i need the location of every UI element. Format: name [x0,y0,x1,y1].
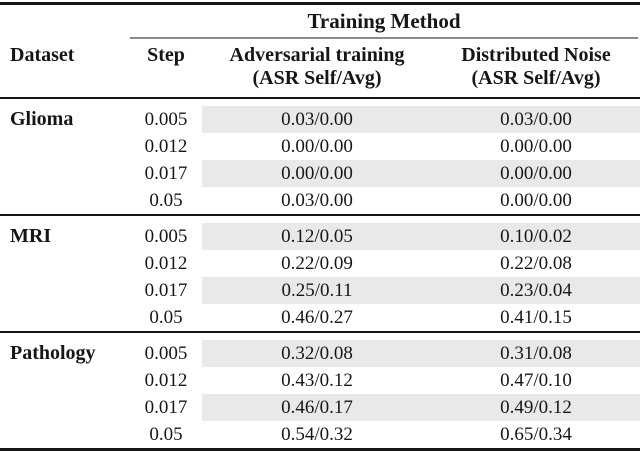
table-row: Pathology 0.005 0.32/0.08 0.31/0.08 [0,340,640,367]
table-body: Glioma 0.005 0.03/0.00 0.03/0.00 0.012 0.00/0… [0,99,640,451]
dataset-section-pathology: Pathology 0.005 0.32/0.08 0.31/0.08 0.012 0.4… [0,333,640,448]
distributed-value-cell: 0.23/0.04 [432,277,640,304]
distributed-value-cell: 0.03/0.00 [432,106,640,133]
table-row: 0.012 0.43/0.12 0.47/0.10 [0,367,640,394]
table-row: 0.05 0.03/0.00 0.00/0.00 [0,187,640,214]
table-row: 0.05 0.54/0.32 0.65/0.34 [0,421,640,448]
training-method-header-row: Training Method [0,5,640,39]
adversarial-value-cell: 0.46/0.27 [281,307,353,328]
training-method-label: Training Method [307,9,461,33]
step-cell: 0.017 [144,396,188,418]
adversarial-value-cell: 0.03/0.00 [202,106,432,133]
step-cell: 0.005 [144,108,188,130]
step-cell: 0.017 [144,162,188,184]
table-bottom-rule [0,448,640,451]
table-top-rule [0,2,640,5]
section-separator-rule [0,331,640,333]
table-row: 0.012 0.22/0.09 0.22/0.08 [0,250,640,277]
distributed-value-cell: 0.41/0.15 [500,307,572,328]
dataset-cell: MRI [10,225,52,247]
col-header-adversarial-training: Adversarial training (ASR Self/Avg) [202,44,432,90]
step-cell: 0.05 [149,189,183,211]
col-header-distributed-line1: Distributed Noise [461,44,611,66]
adversarial-value-cell: 0.00/0.00 [281,136,353,157]
col-header-dataset: Dataset [10,44,75,66]
adversarial-value-cell: 0.03/0.00 [281,190,353,211]
distributed-value-cell: 0.47/0.10 [500,370,572,391]
distributed-value-cell: 0.31/0.08 [432,340,640,367]
col-header-adversarial-line2: (ASR Self/Avg) [252,67,382,89]
adversarial-value-cell: 0.54/0.32 [281,424,353,445]
header-body-separator-rule [0,97,640,99]
adversarial-value-cell: 0.32/0.08 [202,340,432,367]
adversarial-value-cell: 0.43/0.12 [281,370,353,391]
step-cell: 0.012 [144,135,188,157]
step-cell: 0.005 [144,225,188,247]
distributed-value-cell: 0.10/0.02 [432,223,640,250]
dataset-section-mri: MRI 0.005 0.12/0.05 0.10/0.02 0.012 0.22/0.09… [0,216,640,331]
distributed-value-cell: 0.22/0.08 [500,253,572,274]
distributed-value-cell: 0.00/0.00 [500,136,572,157]
training-method-cmidrule [130,37,638,39]
table-row: 0.017 0.00/0.00 0.00/0.00 [0,160,640,187]
dataset-section-glioma: Glioma 0.005 0.03/0.00 0.03/0.00 0.012 0.00/0… [0,99,640,214]
column-header-row: Dataset Step Adversarial training (ASR S… [0,39,640,97]
step-cell: 0.05 [149,423,183,445]
distributed-value-cell: 0.00/0.00 [432,160,640,187]
adversarial-value-cell: 0.00/0.00 [202,160,432,187]
dataset-cell: Glioma [10,108,74,130]
table-row: 0.017 0.25/0.11 0.23/0.04 [0,277,640,304]
distributed-value-cell: 0.00/0.00 [500,190,572,211]
col-header-distributed-line2: (ASR Self/Avg) [471,67,601,89]
col-header-step: Step [147,44,185,66]
step-cell: 0.012 [144,252,188,274]
adversarial-value-cell: 0.12/0.05 [202,223,432,250]
col-header-adversarial-line1: Adversarial training [229,44,405,66]
table-row: Glioma 0.005 0.03/0.00 0.03/0.00 [0,106,640,133]
adversarial-value-cell: 0.46/0.17 [202,394,432,421]
table-row: 0.017 0.46/0.17 0.49/0.12 [0,394,640,421]
distributed-value-cell: 0.65/0.34 [500,424,572,445]
step-cell: 0.005 [144,342,188,364]
step-cell: 0.05 [149,306,183,328]
adversarial-value-cell: 0.22/0.09 [281,253,353,274]
adversarial-value-cell: 0.25/0.11 [202,277,432,304]
table-row: MRI 0.005 0.12/0.05 0.10/0.02 [0,223,640,250]
col-header-distributed-noise: Distributed Noise (ASR Self/Avg) [432,44,640,90]
distributed-value-cell: 0.49/0.12 [432,394,640,421]
step-cell: 0.017 [144,279,188,301]
table-row: 0.05 0.46/0.27 0.41/0.15 [0,304,640,331]
table-row: 0.012 0.00/0.00 0.00/0.00 [0,133,640,160]
section-separator-rule [0,214,640,216]
step-cell: 0.012 [144,369,188,391]
dataset-cell: Pathology [10,342,96,364]
